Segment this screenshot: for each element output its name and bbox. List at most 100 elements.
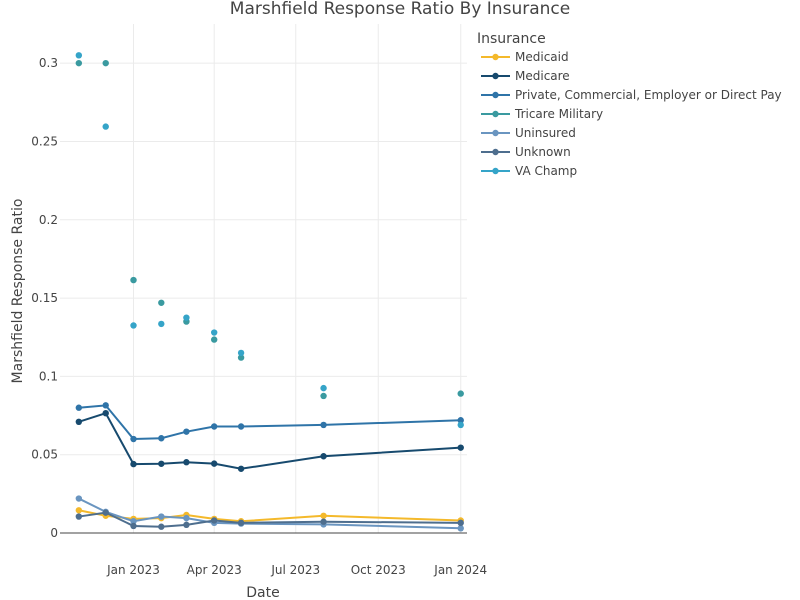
data-point	[130, 518, 137, 525]
legend-item-uninsured[interactable]: Uninsured	[481, 126, 576, 140]
data-point	[130, 435, 137, 443]
data-point	[158, 299, 165, 306]
series-line-uninsured	[78, 497, 461, 530]
legend-item-medicare[interactable]: Medicare	[481, 69, 570, 83]
data-point	[457, 390, 464, 397]
legend-title: Insurance	[477, 31, 546, 47]
series-medicare	[75, 409, 464, 472]
legend-item-private-commercial-employer-or-direct-pay[interactable]: Private, Commercial, Employer or Direct …	[481, 88, 782, 102]
data-point	[130, 276, 137, 284]
legend-label: VA Champ	[515, 164, 577, 178]
data-point	[183, 521, 190, 529]
data-point	[320, 518, 327, 525]
data-point	[237, 354, 245, 361]
legend: Insurance Medicaid Medicare Private, Comme…	[477, 31, 782, 178]
legend-label: Uninsured	[515, 126, 576, 140]
chart-title: Marshfield Response Ratio By Insurance	[230, 0, 570, 19]
series-va-champ	[75, 52, 464, 429]
data-point	[320, 392, 327, 400]
series-layer	[75, 52, 464, 532]
y-tick-label: 0.1	[39, 369, 58, 383]
data-point	[75, 418, 83, 426]
series-tricare-military	[75, 59, 464, 400]
legend-item-medicaid[interactable]: Medicaid	[481, 50, 569, 64]
data-point	[210, 423, 218, 430]
legend-swatch-marker	[492, 110, 499, 118]
data-point	[210, 336, 218, 343]
data-point	[75, 495, 83, 502]
data-point	[158, 460, 165, 467]
x-tick-label: Jan 2024	[433, 563, 487, 577]
data-point	[102, 509, 109, 516]
x-tick-label: Oct 2023	[351, 563, 406, 577]
data-point	[130, 522, 137, 530]
data-point	[183, 459, 190, 466]
data-point	[457, 519, 464, 527]
x-tick-label: Jul 2023	[270, 563, 320, 577]
legend-label: Tricare Military	[514, 107, 603, 121]
data-point	[237, 349, 245, 357]
data-point	[210, 460, 218, 467]
data-point	[237, 465, 245, 472]
data-point	[457, 525, 464, 532]
y-tick-label: 0.3	[39, 56, 58, 70]
y-tick-label: 0.2	[39, 213, 58, 227]
legend-swatch-marker	[492, 53, 499, 61]
series-private-commercial-employer-or-direct-pay	[75, 402, 464, 443]
data-point	[457, 421, 464, 429]
y-tick-label: 0	[50, 526, 58, 540]
data-point	[158, 513, 165, 520]
data-point	[183, 514, 190, 522]
legend-label: Private, Commercial, Employer or Direct …	[515, 88, 782, 102]
data-point	[237, 423, 245, 430]
data-point	[320, 421, 327, 429]
data-point	[75, 507, 83, 514]
data-point	[102, 123, 109, 130]
tick-labels: Jan 2023 Apr 2023 Jul 2023 Oct 2023 Jan 2024…	[31, 56, 487, 577]
legend-swatch-marker	[492, 91, 499, 99]
x-tick-label: Jan 2023	[106, 563, 160, 577]
data-point	[75, 404, 83, 411]
series-unknown	[75, 509, 464, 530]
y-tick-label: 0.25	[31, 134, 58, 148]
data-point	[320, 453, 327, 460]
data-point	[320, 384, 327, 392]
data-point	[210, 517, 218, 524]
grid-lines	[60, 24, 467, 533]
data-point	[75, 52, 83, 59]
x-tick-label: Apr 2023	[187, 563, 242, 577]
legend-item-va-champ[interactable]: VA Champ	[481, 164, 577, 178]
data-point	[320, 512, 327, 519]
data-point	[210, 329, 218, 336]
x-axis-title: Date	[246, 585, 279, 600]
data-point	[158, 320, 165, 328]
y-axis-title: Marshfield Response Ratio	[10, 199, 26, 384]
data-point	[75, 513, 83, 520]
legend-swatch-marker	[492, 129, 499, 137]
data-point	[457, 417, 464, 424]
legend-label: Medicare	[515, 69, 570, 83]
data-point	[75, 59, 83, 67]
data-point	[130, 460, 137, 468]
data-point	[183, 314, 190, 321]
data-point	[237, 519, 245, 527]
legend-swatch-marker	[492, 148, 499, 156]
data-point	[183, 428, 190, 435]
data-point	[102, 59, 109, 67]
data-point	[158, 435, 165, 442]
data-point	[457, 444, 464, 451]
legend-item-unknown[interactable]: Unknown	[481, 145, 571, 159]
data-point	[102, 409, 109, 417]
legend-label: Unknown	[515, 145, 571, 159]
legend-item-tricare-military[interactable]: Tricare Military	[481, 107, 603, 121]
legend-swatch-marker	[492, 167, 499, 175]
data-point	[102, 402, 109, 409]
data-point	[158, 523, 165, 530]
series-line-private-commercial-employer-or-direct-pay	[78, 404, 461, 441]
legend-label: Medicaid	[515, 50, 569, 64]
legend-swatch-marker	[492, 72, 499, 80]
data-point	[130, 322, 137, 329]
y-tick-label: 0.15	[31, 291, 58, 305]
y-tick-label: 0.05	[31, 448, 58, 462]
